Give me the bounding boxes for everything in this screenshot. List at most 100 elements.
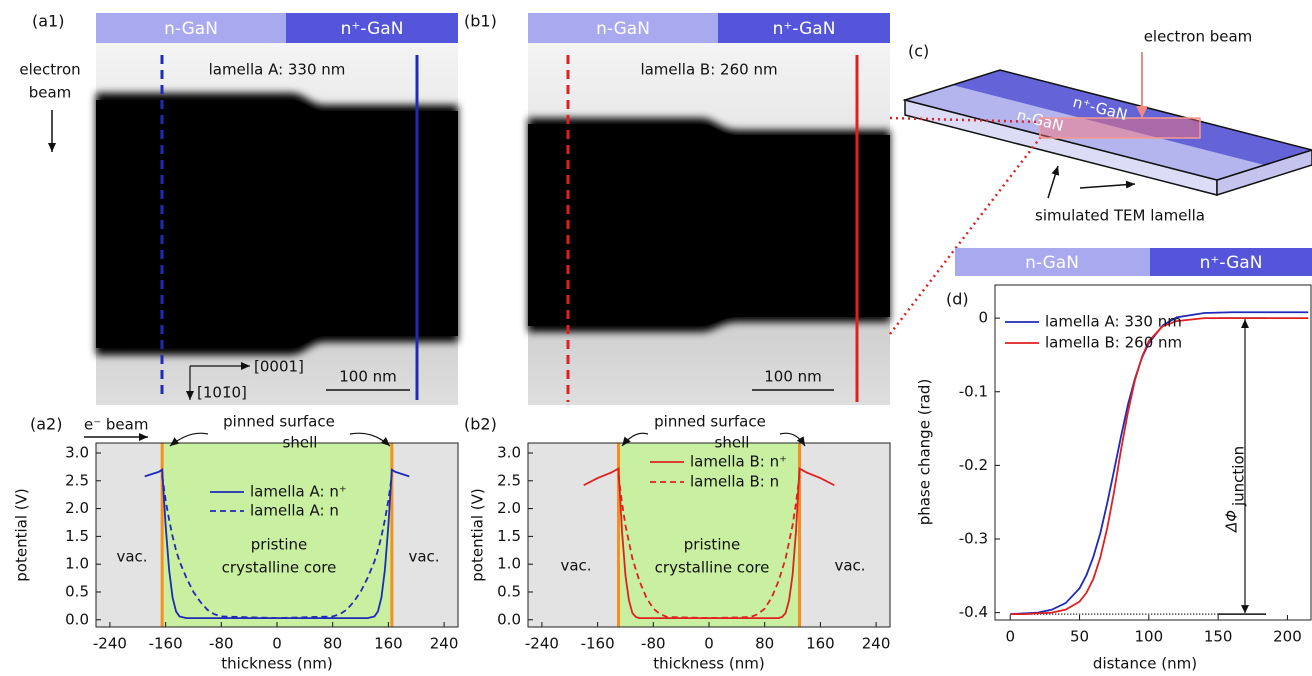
x-tick-label: -240 (93, 635, 127, 653)
y-tick-label: -0.2 (959, 456, 988, 474)
annotation: crystalline core (222, 559, 337, 577)
series-group (144, 468, 410, 620)
data-line (1010, 317, 1309, 616)
x-tick-label: 200 (1273, 628, 1302, 646)
data-line (583, 467, 835, 620)
y-tick-label: 1.5 (65, 527, 89, 545)
x-tick-label: 100 (1135, 628, 1164, 646)
slab-outline (902, 69, 1312, 181)
panel-c: (c) n⁺-GaN n-GaN electron beam simulated… (889, 28, 1312, 335)
x-axis-label: thickness (nm) (221, 655, 332, 673)
annotation: crystalline core (655, 559, 770, 577)
series-group (583, 467, 835, 620)
annotation: vac. (408, 548, 439, 566)
axis-label: [0001] (254, 358, 304, 376)
axis-label: [101̄0] (197, 384, 247, 402)
y-tick-label: 2.0 (497, 499, 521, 517)
panel-d-text: n-GaN n⁺-GaN (d) ΔΦ junction (946, 248, 1312, 533)
data-line (161, 475, 393, 620)
x-tick-label: 50 (1070, 628, 1089, 646)
x-tick-label: 80 (755, 635, 774, 653)
annotation: vac. (834, 557, 865, 575)
x-tick-label: 80 (323, 635, 342, 653)
lamella-label: lamella A: 330 nm (209, 61, 346, 79)
panel-a2-text: (a2) e⁻ beam pinned surface shell vac. v… (30, 413, 440, 577)
lamella-label: simulated TEM lamella (1035, 207, 1205, 225)
header-n (96, 13, 286, 43)
header-label: n-GaN (164, 19, 218, 39)
x-tick-label: -80 (641, 635, 666, 653)
y-tick-label: -0.3 (959, 530, 988, 548)
panel-b1: (b1) n-GaN n⁺-GaN lamella B: 260 nm 100 … (464, 12, 890, 405)
annotation-arrow (621, 432, 649, 447)
y-tick-label: 3.0 (65, 444, 89, 462)
x-tick-label: 0 (1005, 628, 1015, 646)
x-axis-label: distance (nm) (1093, 655, 1197, 673)
legend-label: lamella A: 330 nm (1045, 313, 1182, 331)
y-tick-label: 0.5 (497, 582, 521, 600)
core-region (618, 443, 800, 627)
header-n-plus (718, 13, 890, 43)
annotation: pinned surface (223, 413, 335, 431)
panel-label: (c) (908, 42, 929, 61)
annotation-arrow (169, 432, 209, 447)
header-n-plus (286, 13, 458, 43)
y-tick-label: 1.5 (497, 527, 521, 545)
zoom-line (889, 137, 1041, 335)
header-label: n-GaN (1025, 253, 1079, 273)
x-tick-label: 240 (430, 635, 459, 653)
y-tick-label: 0.0 (497, 610, 521, 628)
plot-frame (527, 442, 891, 628)
pointer-arrow (1079, 180, 1136, 189)
legend-label: lamella B: n (690, 473, 779, 491)
panel-label: (d) (946, 290, 969, 309)
x-tick-label: -240 (525, 635, 559, 653)
x-tick-label: 160 (374, 635, 403, 653)
beam-label: electron beam (1144, 28, 1253, 46)
slab-top-n (905, 85, 1264, 180)
chart: -240 -160 -80 0 80 160 240 0.0 0.5 1.0 1.5 2.0 2.5 3.… (13, 442, 459, 673)
chart: -240 -160 -80 0 80 160 240 0.0 0.5 1.0 1.5 2.0 2.5 3.… (469, 442, 891, 673)
header-n (955, 248, 1150, 276)
header-label: n⁺-GaN (1200, 253, 1263, 273)
data-line (617, 475, 801, 620)
annotation: shell (715, 434, 750, 452)
x-tick-label: 150 (1204, 628, 1233, 646)
legend-label: lamella A: n⁺ (250, 483, 347, 501)
y-tick-label: 1.0 (65, 555, 89, 573)
series-group (1010, 311, 1309, 616)
lamella-label: lamella B: 260 nm (640, 61, 777, 79)
delta-label: ΔΦ junction (1223, 446, 1248, 533)
header-n-plus (1150, 248, 1312, 276)
header-label: n⁺-GaN (773, 19, 836, 39)
x-tick-label: -80 (209, 635, 234, 653)
x-tick-label: 0 (704, 635, 714, 653)
annotation: pristine (251, 536, 307, 554)
annotation: vac. (116, 548, 147, 566)
x-tick-label: 0 (272, 635, 282, 653)
data-line (1010, 311, 1309, 616)
lamella-box (1039, 117, 1201, 139)
side-label: beam (29, 84, 72, 102)
plot-frame (994, 284, 1312, 621)
header-n (528, 13, 718, 43)
x-tick-label: 160 (806, 635, 835, 653)
y-tick-label: 2.0 (65, 499, 89, 517)
x-tick-label: 240 (862, 635, 891, 653)
y-tick-label: 2.5 (497, 471, 521, 489)
legend-label: lamella B: n⁺ (690, 453, 787, 471)
y-tick-label: 0 (978, 309, 988, 327)
tem-core (96, 100, 458, 348)
annotation: pinned surface (654, 413, 766, 431)
core-region (162, 443, 392, 627)
panel-label: (b1) (464, 12, 497, 31)
legend-label: lamella A: n (250, 502, 339, 520)
y-tick-label: 3.0 (497, 444, 521, 462)
scale-label: 100 nm (764, 368, 822, 386)
beam-label: e⁻ beam (84, 416, 148, 434)
x-tick-label: -160 (149, 635, 183, 653)
y-tick-label: 1.0 (497, 555, 521, 573)
scale-label: 100 nm (339, 368, 397, 386)
